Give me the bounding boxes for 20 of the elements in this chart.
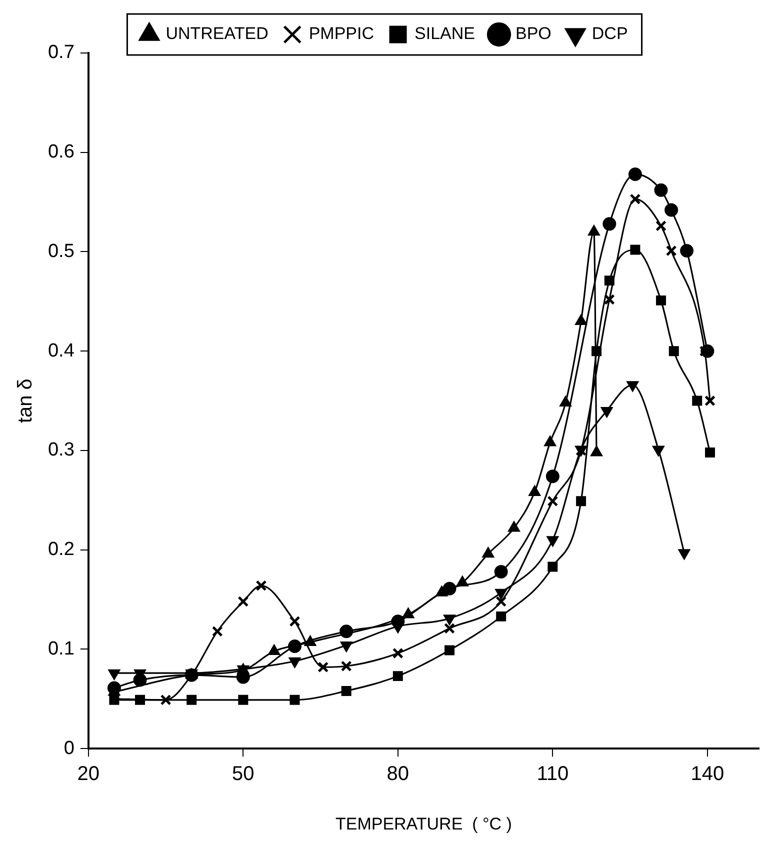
y-axis-title: tan δ	[14, 378, 37, 424]
legend-label: UNTREATED	[166, 24, 268, 44]
y-tick-label: 0	[64, 738, 74, 759]
y-tick-label: 0.4	[48, 340, 75, 362]
x-axis-title: TEMPERATURE ( °C )	[335, 814, 512, 834]
legend-label: SILANE	[414, 24, 476, 44]
x-tick-label: 20	[77, 763, 100, 786]
y-tick-label: 0.5	[48, 240, 74, 262]
x-tick-label: 110	[536, 763, 569, 786]
x-tick-label: 140	[690, 763, 724, 786]
legend-label: PMPPIC	[308, 24, 374, 44]
y-tick-label: 0.7	[48, 42, 74, 64]
legend-label: BPO	[515, 24, 552, 44]
legend-label: DCP	[592, 24, 628, 44]
y-tick-label: 0.1	[48, 638, 74, 660]
x-tick-label: 80	[386, 763, 410, 786]
x-tick-label: 50	[232, 763, 254, 786]
y-tick-label: 0.6	[48, 142, 74, 163]
y-tick-label: 0.2	[48, 539, 74, 560]
y-tick-label: 0.3	[48, 440, 74, 461]
